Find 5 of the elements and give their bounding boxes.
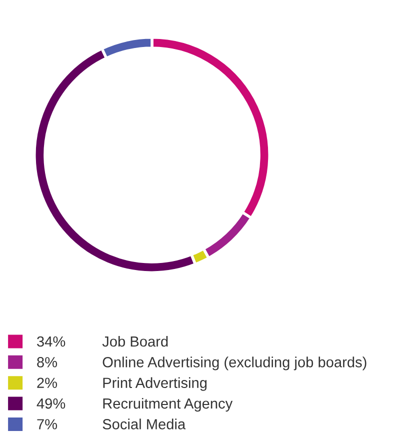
legend-label: 34% Job Board [37,336,168,347]
legend-label: 49% Recruitment Agency [36,398,233,412]
legend-label: 8% Online Advertising (excluding job boards) [37,356,366,370]
legend-label: 2% Print Advertising [37,377,207,391]
legend-label: 7% Social Media [37,418,186,430]
